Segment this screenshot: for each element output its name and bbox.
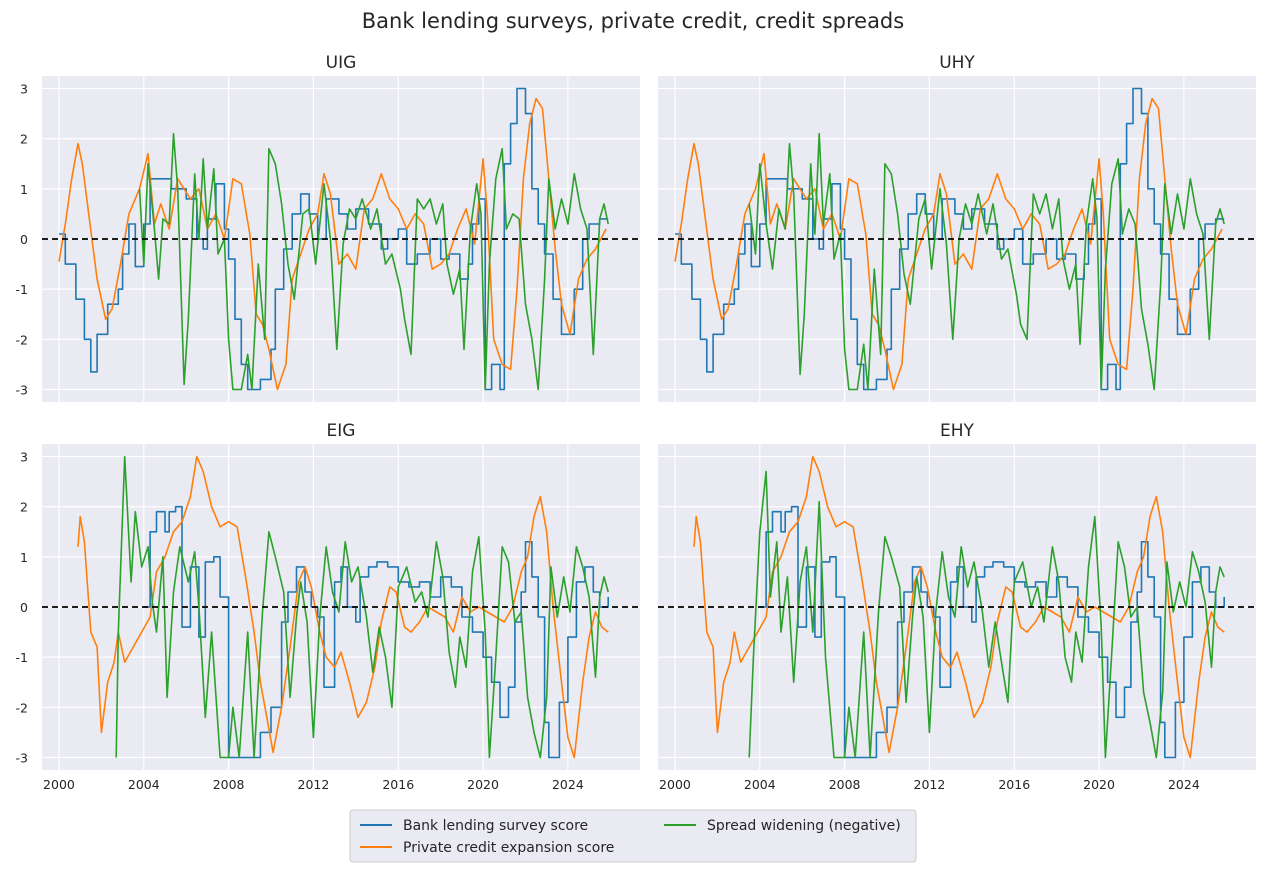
- y-tick-label: -3: [16, 382, 28, 397]
- x-tick-label: 2008: [829, 777, 861, 792]
- legend-label-orange: Private credit expansion score: [403, 840, 614, 856]
- series-line-orange: [674, 97, 1223, 391]
- x-tick-label: 2024: [552, 777, 584, 792]
- series-line-orange: [58, 97, 607, 391]
- panel-uhy: UHY: [658, 53, 1256, 402]
- y-tick-label: -1: [16, 650, 28, 665]
- y-tick-label: 1: [20, 182, 28, 197]
- x-tick-label: 2008: [213, 777, 245, 792]
- panel-title: UIG: [326, 53, 357, 73]
- series-line-blue: [759, 505, 1225, 759]
- y-tick-label: 0: [20, 232, 28, 247]
- legend-box: [349, 809, 917, 863]
- x-tick-label: 2020: [1083, 777, 1115, 792]
- x-tick-label: 2012: [914, 777, 946, 792]
- y-tick-label: -3: [16, 750, 28, 765]
- x-tick-label: 2024: [1168, 777, 1200, 792]
- panel-title: UHY: [939, 53, 975, 73]
- panel-title: EHY: [940, 421, 975, 441]
- series-line-green: [748, 470, 1225, 759]
- legend-label-blue: Bank lending survey score: [403, 818, 588, 834]
- series-line-green: [115, 455, 609, 759]
- panel-title: EIG: [327, 421, 356, 441]
- x-tick-label: 2012: [298, 777, 330, 792]
- series-line-orange: [693, 455, 1225, 759]
- y-tick-label: -2: [16, 700, 28, 715]
- legend: Bank lending survey score Private credit…: [349, 809, 917, 863]
- x-tick-label: 2004: [744, 777, 776, 792]
- panel-eig: EIG 2000 2004 2008 2012 2016 2020 2024 -3 -2 -1 0 1 2…: [16, 421, 640, 792]
- legend-label-green: Spread widening (negative): [707, 818, 901, 834]
- x-tick-label: 2004: [128, 777, 160, 792]
- y-tick-label: -1: [16, 282, 28, 297]
- panel-uig: UIG -3 -2 -1 0 1 2 3: [16, 53, 640, 402]
- x-tick-label: 2000: [43, 777, 75, 792]
- figure-title: Bank lending surveys, private credit, cr…: [362, 9, 904, 33]
- y-tick-label: 3: [20, 450, 28, 465]
- series-line-green: [138, 132, 609, 391]
- series-line-green: [748, 132, 1225, 391]
- x-tick-label: 2016: [382, 777, 414, 792]
- y-tick-label: 0: [20, 600, 28, 615]
- series-line-orange: [77, 455, 609, 759]
- series-line-blue: [143, 505, 609, 759]
- x-tick-label: 2000: [659, 777, 691, 792]
- y-tick-label: -2: [16, 332, 28, 347]
- y-tick-label: 2: [20, 132, 28, 147]
- y-tick-label: 2: [20, 500, 28, 515]
- y-tick-label: 3: [20, 82, 28, 97]
- x-tick-label: 2016: [998, 777, 1030, 792]
- panel-ehy: EHY 2000 2004 2008 2012 2016 2020 2024: [658, 421, 1256, 792]
- x-tick-label: 2020: [467, 777, 499, 792]
- y-tick-label: 1: [20, 550, 28, 565]
